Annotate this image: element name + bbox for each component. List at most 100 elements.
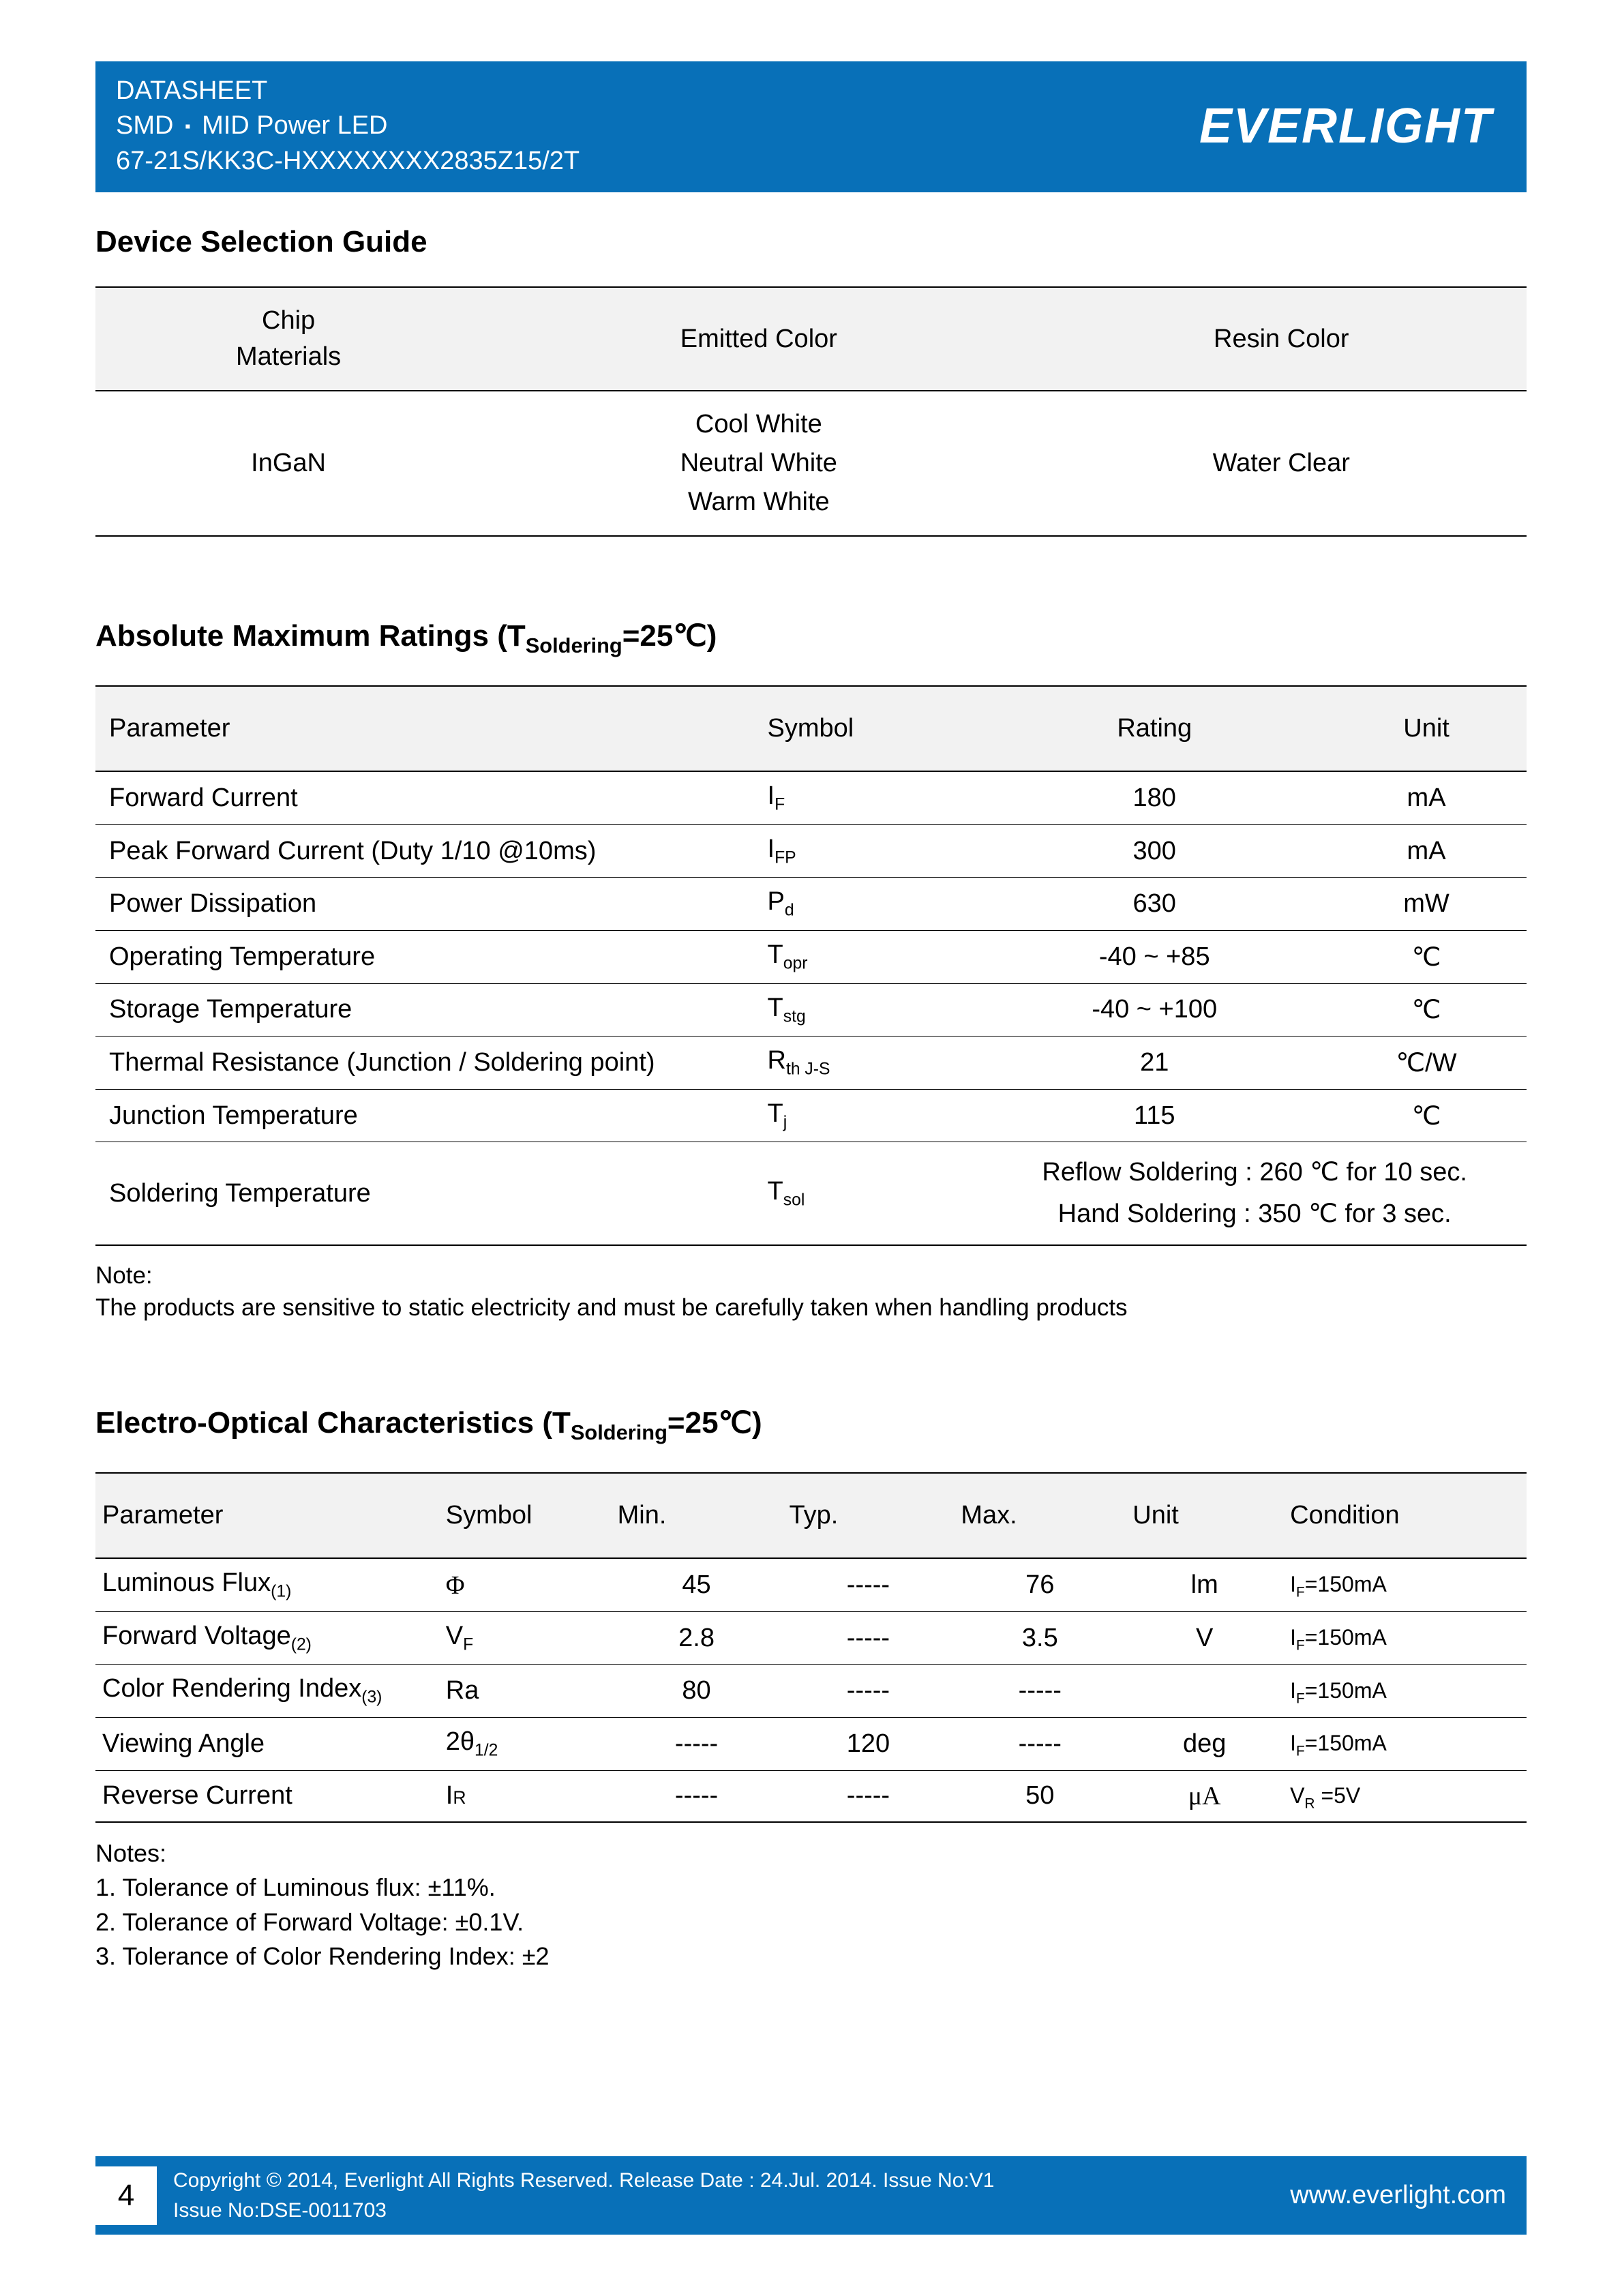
cell-max: 3.5	[954, 1611, 1126, 1665]
eo-col-min: Min.	[611, 1473, 783, 1558]
cell-unit: ℃	[1326, 983, 1527, 1037]
amr-col-unit: Unit	[1326, 686, 1527, 771]
eo-col-param: Parameter	[95, 1473, 439, 1558]
page-content: Device Selection Guide Chip Materials Em…	[95, 225, 1527, 1974]
col-resin: Resin Color	[1036, 287, 1527, 391]
cell-min: 45	[611, 1558, 783, 1611]
cell-rating: -40 ~ +100	[982, 983, 1326, 1037]
eo-col-max: Max.	[954, 1473, 1126, 1558]
table-row: Color Rendering Index(3)Ra80----------IF…	[95, 1665, 1527, 1718]
table-row: Forward CurrentIF180mA	[95, 771, 1527, 824]
cell-symbol: Topr	[754, 930, 983, 983]
eo-col-symbol: Symbol	[439, 1473, 611, 1558]
cell-param: Luminous Flux(1)	[95, 1558, 439, 1611]
cell-chip: InGaN	[95, 391, 481, 536]
cell-max: -----	[954, 1718, 1126, 1771]
section3-notes: Notes: 1. Tolerance of Luminous flux: ±1…	[95, 1836, 1527, 1974]
bullet-icon: ▪	[181, 117, 195, 136]
cell-rating: -40 ~ +85	[982, 930, 1326, 983]
section2-note: Note: The products are sensitive to stat…	[95, 1259, 1527, 1324]
header-title-block: DATASHEET SMD ▪ MID Power LED 67-21S/KK3…	[116, 74, 580, 179]
cell-symbol: Tstg	[754, 983, 983, 1037]
cell-unit	[1126, 1665, 1283, 1718]
table-row: Soldering TemperatureTsolReflow Solderin…	[95, 1142, 1527, 1245]
amr-col-param: Parameter	[95, 686, 754, 771]
cell-min: 80	[611, 1665, 783, 1718]
footer-copyright: Copyright © 2014, Everlight All Rights R…	[173, 2166, 1290, 2225]
cell-rating: 630	[982, 878, 1326, 931]
col-chip: Chip Materials	[95, 287, 481, 391]
cell-typ: 120	[783, 1718, 955, 1771]
device-selection-table: Chip Materials Emitted Color Resin Color…	[95, 286, 1527, 537]
cell-rating: 115	[982, 1089, 1326, 1142]
table-row: Storage TemperatureTstg-40 ~ +100℃	[95, 983, 1527, 1037]
table-row: Operating TemperatureTopr-40 ~ +85℃	[95, 930, 1527, 983]
cell-param: Junction Temperature	[95, 1089, 754, 1142]
table-row: Forward Voltage(2)VF2.8-----3.5VIF=150mA	[95, 1611, 1527, 1665]
header-line1: DATASHEET	[116, 74, 580, 108]
header-line2: SMD ▪ MID Power LED	[116, 108, 580, 143]
cell-cond: VR =5V	[1283, 1770, 1527, 1822]
table-row: Power DissipationPd630mW	[95, 878, 1527, 931]
table-row: Luminous Flux(1)Φ45-----76lmIF=150mA	[95, 1558, 1527, 1611]
section1-title: Device Selection Guide	[95, 225, 1527, 259]
cell-cond: IF=150mA	[1283, 1611, 1527, 1665]
cell-symbol: Φ	[439, 1558, 611, 1611]
cell-symbol: 2θ1/2	[439, 1718, 611, 1771]
table-row: Thermal Resistance (Junction / Soldering…	[95, 1037, 1527, 1090]
cell-unit: μA	[1126, 1770, 1283, 1822]
cell-resin: Water Clear	[1036, 391, 1527, 536]
cell-unit: mW	[1326, 878, 1527, 931]
doc-footer: 4 Copyright © 2014, Everlight All Rights…	[95, 2156, 1527, 2235]
cell-unit: deg	[1126, 1718, 1283, 1771]
amr-col-rating: Rating	[982, 686, 1326, 771]
cell-max: -----	[954, 1665, 1126, 1718]
cell-rating: 180	[982, 771, 1326, 824]
cell-unit: lm	[1126, 1558, 1283, 1611]
section2-title: Absolute Maximum Ratings (TSoldering=25℃…	[95, 618, 1527, 658]
cell-max: 50	[954, 1770, 1126, 1822]
cell-unit: ℃/W	[1326, 1037, 1527, 1090]
electro-optical-table: Parameter Symbol Min. Typ. Max. Unit Con…	[95, 1472, 1527, 1823]
abs-max-ratings-table: Parameter Symbol Rating Unit Forward Cur…	[95, 685, 1527, 1246]
cell-min: 2.8	[611, 1611, 783, 1665]
cell-unit: ℃	[1326, 1089, 1527, 1142]
cell-typ: -----	[783, 1611, 955, 1665]
section3-title: Electro-Optical Characteristics (TSolder…	[95, 1405, 1527, 1445]
cell-min: -----	[611, 1718, 783, 1771]
cell-rating: 21	[982, 1037, 1326, 1090]
cell-symbol: VF	[439, 1611, 611, 1665]
cell-unit: mA	[1326, 771, 1527, 824]
cell-symbol: IFP	[754, 824, 983, 878]
cell-param: Viewing Angle	[95, 1718, 439, 1771]
cell-max: 76	[954, 1558, 1126, 1611]
table-row: Junction TemperatureTj115℃	[95, 1089, 1527, 1142]
cell-rating: Reflow Soldering : 260 ℃ for 10 sec.Hand…	[982, 1142, 1527, 1245]
cell-param: Storage Temperature	[95, 983, 754, 1037]
cell-typ: -----	[783, 1665, 955, 1718]
cell-typ: -----	[783, 1558, 955, 1611]
cell-symbol: Pd	[754, 878, 983, 931]
cell-param: Color Rendering Index(3)	[95, 1665, 439, 1718]
cell-param: Forward Current	[95, 771, 754, 824]
cell-param: Power Dissipation	[95, 878, 754, 931]
eo-col-unit: Unit	[1126, 1473, 1283, 1558]
cell-symbol: Ra	[439, 1665, 611, 1718]
eo-col-cond: Condition	[1283, 1473, 1527, 1558]
cell-rating: 300	[982, 824, 1326, 878]
cell-symbol: Rth J-S	[754, 1037, 983, 1090]
cell-unit: V	[1126, 1611, 1283, 1665]
cell-param: Thermal Resistance (Junction / Soldering…	[95, 1037, 754, 1090]
cell-emitted: Cool White Neutral White Warm White	[481, 391, 1036, 536]
table-row: Peak Forward Current (Duty 1/10 @10ms)IF…	[95, 824, 1527, 878]
cell-symbol: IR	[439, 1770, 611, 1822]
cell-unit: mA	[1326, 824, 1527, 878]
amr-col-symbol: Symbol	[754, 686, 983, 771]
cell-unit: ℃	[1326, 930, 1527, 983]
cell-cond: IF=150mA	[1283, 1718, 1527, 1771]
table-row: Reverse CurrentIR----------50μAVR =5V	[95, 1770, 1527, 1822]
cell-param: Peak Forward Current (Duty 1/10 @10ms)	[95, 824, 754, 878]
footer-url: www.everlight.com	[1290, 2181, 1506, 2210]
cell-cond: IF=150mA	[1283, 1558, 1527, 1611]
cell-symbol: Tj	[754, 1089, 983, 1142]
